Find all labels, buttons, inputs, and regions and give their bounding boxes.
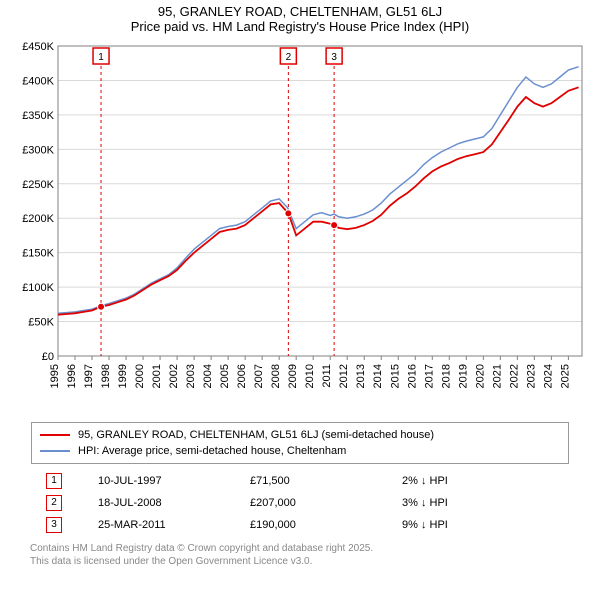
svg-text:2016: 2016: [406, 364, 418, 388]
svg-text:2: 2: [286, 52, 292, 63]
sale-delta: 2% ↓ HPI: [396, 470, 560, 492]
svg-text:1999: 1999: [117, 364, 129, 388]
sale-delta: 3% ↓ HPI: [396, 492, 560, 514]
svg-text:2014: 2014: [372, 364, 384, 388]
sale-date: 18-JUL-2008: [92, 492, 244, 514]
chart-title-1: 95, GRANLEY ROAD, CHELTENHAM, GL51 6LJ: [0, 4, 600, 19]
svg-text:2018: 2018: [440, 364, 452, 388]
svg-text:2022: 2022: [508, 364, 520, 388]
svg-text:2012: 2012: [338, 364, 350, 388]
svg-text:1995: 1995: [49, 364, 61, 388]
svg-text:1997: 1997: [83, 364, 95, 388]
svg-text:2001: 2001: [151, 364, 163, 388]
svg-text:2019: 2019: [457, 364, 469, 388]
sale-marker-badge: 1: [46, 473, 62, 489]
chart-title-2: Price paid vs. HM Land Registry's House …: [0, 19, 600, 34]
svg-text:2008: 2008: [270, 364, 282, 388]
sale-marker-badge: 2: [46, 495, 62, 511]
svg-text:£350K: £350K: [22, 110, 54, 122]
sale-date: 25-MAR-2011: [92, 514, 244, 536]
svg-text:2004: 2004: [202, 364, 214, 388]
sale-price: £71,500: [244, 470, 396, 492]
svg-text:£50K: £50K: [28, 317, 54, 329]
svg-text:£0: £0: [42, 351, 54, 363]
sale-price: £207,000: [244, 492, 396, 514]
svg-text:2002: 2002: [168, 364, 180, 388]
legend-label: 95, GRANLEY ROAD, CHELTENHAM, GL51 6LJ (…: [78, 429, 434, 441]
svg-text:1996: 1996: [66, 364, 78, 388]
svg-text:£100K: £100K: [22, 282, 54, 294]
svg-text:2015: 2015: [389, 364, 401, 388]
svg-text:2000: 2000: [134, 364, 146, 388]
chart-area: £0 £50K £100K £150K £200K £250K £300K £350K £400…: [10, 38, 590, 418]
svg-text:£150K: £150K: [22, 248, 54, 260]
svg-text:2010: 2010: [304, 364, 316, 388]
svg-text:3: 3: [331, 52, 337, 63]
svg-text:1998: 1998: [100, 364, 112, 388]
svg-text:£300K: £300K: [22, 144, 54, 156]
svg-text:2023: 2023: [525, 364, 537, 388]
svg-text:2007: 2007: [253, 364, 265, 388]
svg-text:2017: 2017: [423, 364, 435, 388]
footer: Contains HM Land Registry data © Crown c…: [30, 542, 570, 568]
sales-row: 1 10-JUL-1997£71,5002% ↓ HPI: [40, 470, 560, 492]
svg-text:£250K: £250K: [22, 179, 54, 191]
svg-text:2009: 2009: [287, 364, 299, 388]
svg-text:2003: 2003: [185, 364, 197, 388]
svg-text:2024: 2024: [542, 364, 554, 388]
legend-item: HPI: Average price, semi-detached house,…: [40, 443, 560, 459]
svg-text:2005: 2005: [219, 364, 231, 388]
svg-text:£400K: £400K: [22, 75, 54, 87]
footer-line-1: Contains HM Land Registry data © Crown c…: [30, 542, 570, 555]
legend-label: HPI: Average price, semi-detached house,…: [78, 445, 346, 457]
line-chart: £0 £50K £100K £150K £200K £250K £300K £350K £400…: [10, 38, 590, 418]
legend-swatch: [40, 434, 70, 436]
sale-marker-badge: 3: [46, 517, 62, 533]
sale-delta: 9% ↓ HPI: [396, 514, 560, 536]
sale-price: £190,000: [244, 514, 396, 536]
svg-text:2011: 2011: [321, 364, 333, 388]
sale-date: 10-JUL-1997: [92, 470, 244, 492]
svg-text:2025: 2025: [559, 364, 571, 388]
svg-text:2013: 2013: [355, 364, 367, 388]
footer-line-2: This data is licensed under the Open Gov…: [30, 555, 570, 568]
svg-text:2020: 2020: [474, 364, 486, 388]
legend-item: 95, GRANLEY ROAD, CHELTENHAM, GL51 6LJ (…: [40, 427, 560, 443]
sales-row: 3 25-MAR-2011£190,0009% ↓ HPI: [40, 514, 560, 536]
sales-row: 2 18-JUL-2008£207,0003% ↓ HPI: [40, 492, 560, 514]
legend-swatch: [40, 450, 70, 452]
sales-table: 1 10-JUL-1997£71,5002% ↓ HPI 2 18-JUL-2008£…: [40, 470, 560, 536]
svg-text:£450K: £450K: [22, 41, 54, 53]
svg-text:2006: 2006: [236, 364, 248, 388]
svg-text:£200K: £200K: [22, 213, 54, 225]
svg-text:1: 1: [98, 52, 104, 63]
legend: 95, GRANLEY ROAD, CHELTENHAM, GL51 6LJ (…: [31, 422, 569, 464]
svg-text:2021: 2021: [491, 364, 503, 388]
